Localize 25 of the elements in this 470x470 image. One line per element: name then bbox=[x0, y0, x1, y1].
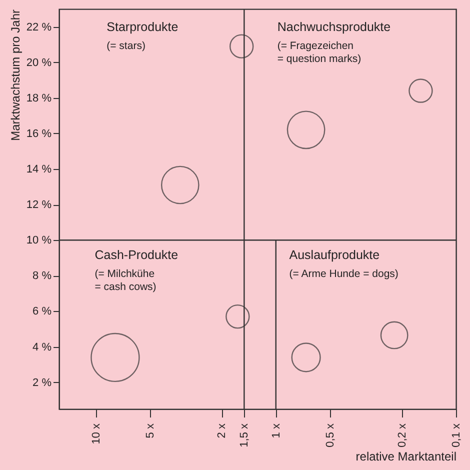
y-axis-title: Marktwachstum pro Jahr bbox=[8, 10, 22, 141]
annotation: Nachwuchsprodukte (= Fragezeichen = question marks) bbox=[277, 20, 391, 65]
y-tick-label: 8 % bbox=[32, 270, 52, 282]
x-tick-label: 0,5 x bbox=[324, 423, 337, 448]
y-tick-label: 16 % bbox=[26, 128, 52, 140]
x-tick-label: 10 x bbox=[90, 423, 102, 444]
y-tick-label: 2 % bbox=[32, 376, 52, 389]
x-tick-label: 0,2 x bbox=[396, 423, 408, 448]
y-tick-label: 22 % bbox=[26, 21, 52, 34]
y-tick-label: 12 % bbox=[26, 199, 52, 212]
y-tick-label: 18 % bbox=[26, 92, 52, 104]
x-tick-label: 0,1 x bbox=[450, 423, 462, 448]
x-tick-label: 1 x bbox=[270, 423, 282, 438]
annotation: Starprodukte (= stars) bbox=[106, 20, 178, 52]
annotation: Auslaufprodukte (= Arme Hunde = dogs) bbox=[289, 248, 398, 280]
y-tick-label: 10 % bbox=[26, 234, 52, 247]
y-tick-label: 6 % bbox=[32, 306, 52, 318]
x-tick-label: 1,5 x bbox=[238, 423, 251, 448]
annotation: Cash-Produkte (= Milchkühe = cash cows) bbox=[94, 248, 178, 293]
y-tick-label: 4 % bbox=[32, 341, 52, 354]
y-tick-label: 20 % bbox=[26, 56, 52, 69]
y-tick-label: 14 % bbox=[26, 164, 52, 176]
x-axis-title: relative Marktanteil bbox=[356, 449, 456, 464]
x-tick-label: 5 x bbox=[144, 423, 156, 438]
x-tick-label: 2 x bbox=[216, 423, 228, 438]
